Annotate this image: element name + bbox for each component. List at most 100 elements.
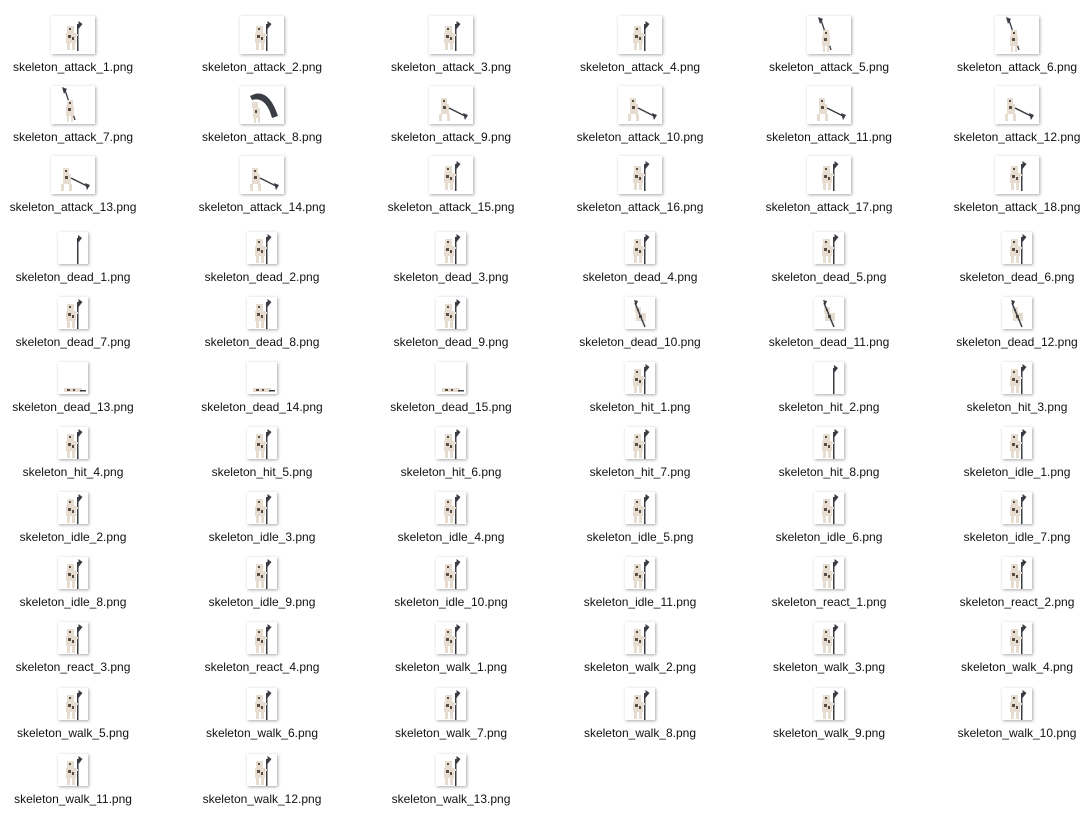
file-name-label[interactable]: skeleton_attack_3.png	[390, 60, 512, 74]
file-thumbnail-icon[interactable]	[247, 297, 277, 329]
file-item[interactable]: skeleton_walk_10.png	[927, 674, 1092, 740]
file-item[interactable]: skeleton_attack_18.png	[927, 148, 1092, 214]
file-name-label[interactable]: skeleton_dead_3.png	[393, 270, 509, 284]
file-thumbnail-icon[interactable]	[814, 362, 844, 394]
file-name-label[interactable]: skeleton_idle_1.png	[963, 465, 1071, 479]
file-thumbnail-icon[interactable]	[814, 557, 844, 589]
file-name-label[interactable]: skeleton_attack_14.png	[198, 200, 326, 214]
file-thumbnail-icon[interactable]	[814, 297, 844, 329]
file-thumbnail-icon[interactable]	[814, 232, 844, 264]
file-item[interactable]: skeleton_walk_8.png	[550, 674, 730, 740]
file-thumbnail-icon[interactable]	[625, 362, 655, 394]
file-thumbnail-icon[interactable]	[247, 232, 277, 264]
file-name-label[interactable]: skeleton_walk_4.png	[960, 660, 1074, 674]
file-name-label[interactable]: skeleton_attack_12.png	[953, 130, 1081, 144]
file-item[interactable]: skeleton_dead_7.png	[0, 283, 163, 349]
file-thumbnail-icon[interactable]	[436, 362, 466, 394]
file-name-label[interactable]: skeleton_attack_10.png	[576, 130, 704, 144]
file-item[interactable]: skeleton_walk_7.png	[361, 674, 541, 740]
file-item[interactable]: skeleton_attack_15.png	[361, 148, 541, 214]
file-thumbnail-icon[interactable]	[814, 492, 844, 524]
file-item[interactable]: skeleton_idle_1.png	[927, 413, 1092, 479]
file-item[interactable]: skeleton_idle_9.png	[172, 543, 352, 609]
file-thumbnail-icon[interactable]	[436, 492, 466, 524]
file-name-label[interactable]: skeleton_dead_15.png	[390, 400, 512, 414]
file-item[interactable]: skeleton_idle_4.png	[361, 478, 541, 544]
file-name-label[interactable]: skeleton_attack_6.png	[956, 60, 1078, 74]
file-thumbnail-icon[interactable]	[58, 622, 88, 654]
file-item[interactable]: skeleton_react_3.png	[0, 608, 163, 674]
file-thumbnail-icon[interactable]	[1002, 557, 1032, 589]
file-thumbnail-icon[interactable]	[436, 754, 466, 786]
file-thumbnail-icon[interactable]	[51, 156, 95, 194]
file-thumbnail-icon[interactable]	[618, 86, 662, 124]
file-thumbnail-icon[interactable]	[814, 688, 844, 720]
file-thumbnail-icon[interactable]	[58, 362, 88, 394]
file-item[interactable]: skeleton_idle_3.png	[172, 478, 352, 544]
file-item[interactable]: skeleton_attack_17.png	[739, 148, 919, 214]
file-item[interactable]: skeleton_hit_5.png	[172, 413, 352, 479]
file-name-label[interactable]: skeleton_idle_6.png	[775, 530, 883, 544]
file-item[interactable]: skeleton_dead_14.png	[172, 348, 352, 414]
file-thumbnail-icon[interactable]	[995, 156, 1039, 194]
file-thumbnail-icon[interactable]	[247, 688, 277, 720]
file-thumbnail-icon[interactable]	[1002, 492, 1032, 524]
file-thumbnail-icon[interactable]	[247, 622, 277, 654]
file-thumbnail-icon[interactable]	[625, 688, 655, 720]
file-item[interactable]: skeleton_idle_8.png	[0, 543, 163, 609]
file-name-label[interactable]: skeleton_walk_2.png	[583, 660, 697, 674]
file-item[interactable]: skeleton_attack_5.png	[739, 8, 919, 74]
file-item[interactable]: skeleton_dead_9.png	[361, 283, 541, 349]
file-name-label[interactable]: skeleton_idle_2.png	[19, 530, 127, 544]
file-item[interactable]: skeleton_hit_8.png	[739, 413, 919, 479]
file-thumbnail-icon[interactable]	[807, 156, 851, 194]
file-name-label[interactable]: skeleton_idle_11.png	[583, 595, 697, 609]
file-thumbnail-icon[interactable]	[51, 16, 95, 54]
file-thumbnail-icon[interactable]	[1002, 427, 1032, 459]
file-name-label[interactable]: skeleton_dead_2.png	[204, 270, 320, 284]
file-thumbnail-icon[interactable]	[247, 362, 277, 394]
file-thumbnail-icon[interactable]	[240, 86, 284, 124]
file-name-label[interactable]: skeleton_hit_3.png	[966, 400, 1068, 414]
file-name-label[interactable]: skeleton_dead_5.png	[771, 270, 887, 284]
file-item[interactable]: skeleton_react_4.png	[172, 608, 352, 674]
file-item[interactable]: skeleton_attack_16.png	[550, 148, 730, 214]
file-name-label[interactable]: skeleton_attack_4.png	[579, 60, 701, 74]
file-name-label[interactable]: skeleton_idle_9.png	[208, 595, 316, 609]
file-name-label[interactable]: skeleton_walk_10.png	[957, 726, 1077, 740]
file-item[interactable]: skeleton_walk_5.png	[0, 674, 163, 740]
file-item[interactable]: skeleton_dead_4.png	[550, 218, 730, 284]
file-thumbnail-icon[interactable]	[1002, 297, 1032, 329]
file-item[interactable]: skeleton_attack_12.png	[927, 78, 1092, 144]
file-item[interactable]: skeleton_attack_1.png	[0, 8, 163, 74]
file-item[interactable]: skeleton_walk_1.png	[361, 608, 541, 674]
file-thumbnail-icon[interactable]	[58, 688, 88, 720]
file-name-label[interactable]: skeleton_dead_4.png	[582, 270, 698, 284]
file-item[interactable]: skeleton_dead_6.png	[927, 218, 1092, 284]
file-thumbnail-icon[interactable]	[58, 754, 88, 786]
file-thumbnail-icon[interactable]	[625, 427, 655, 459]
file-name-label[interactable]: skeleton_attack_11.png	[766, 130, 892, 144]
file-name-label[interactable]: skeleton_dead_6.png	[959, 270, 1075, 284]
file-thumbnail-icon[interactable]	[58, 297, 88, 329]
file-item[interactable]: skeleton_walk_3.png	[739, 608, 919, 674]
file-item[interactable]: skeleton_dead_11.png	[739, 283, 919, 349]
file-item[interactable]: skeleton_react_1.png	[739, 543, 919, 609]
file-item[interactable]: skeleton_hit_3.png	[927, 348, 1092, 414]
file-thumbnail-icon[interactable]	[436, 688, 466, 720]
file-thumbnail-icon[interactable]	[58, 492, 88, 524]
file-name-label[interactable]: skeleton_hit_6.png	[400, 465, 502, 479]
file-thumbnail-icon[interactable]	[247, 754, 277, 786]
file-name-label[interactable]: skeleton_dead_8.png	[204, 335, 320, 349]
file-name-label[interactable]: skeleton_attack_9.png	[390, 130, 512, 144]
file-name-label[interactable]: skeleton_dead_9.png	[393, 335, 509, 349]
file-thumbnail-icon[interactable]	[1002, 232, 1032, 264]
file-name-label[interactable]: skeleton_react_2.png	[959, 595, 1075, 609]
file-name-label[interactable]: skeleton_attack_2.png	[201, 60, 323, 74]
file-name-label[interactable]: skeleton_walk_7.png	[394, 726, 508, 740]
file-thumbnail-icon[interactable]	[240, 156, 284, 194]
file-thumbnail-icon[interactable]	[436, 427, 466, 459]
file-item[interactable]: skeleton_dead_2.png	[172, 218, 352, 284]
file-item[interactable]: skeleton_hit_4.png	[0, 413, 163, 479]
file-item[interactable]: skeleton_idle_7.png	[927, 478, 1092, 544]
